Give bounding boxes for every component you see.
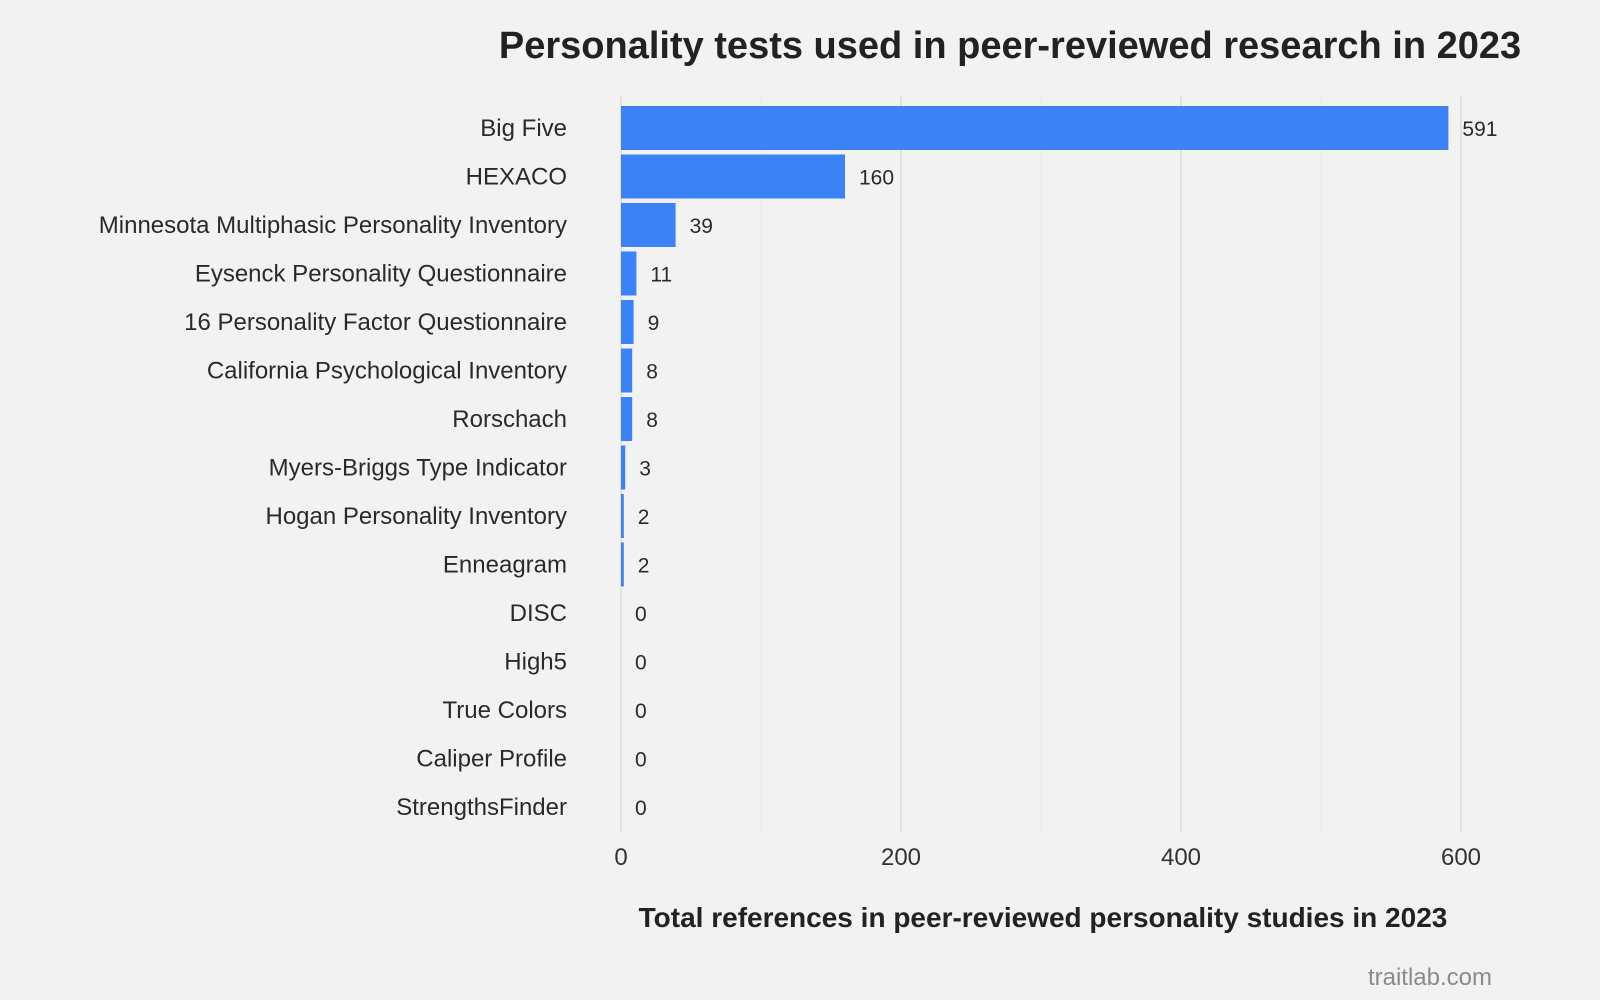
category-label: Myers-Briggs Type Indicator — [269, 455, 567, 482]
bar — [621, 494, 624, 538]
value-label: 0 — [635, 652, 647, 675]
category-label: Eysenck Personality Questionnaire — [195, 261, 567, 288]
category-label: DISC — [510, 600, 567, 627]
value-label: 11 — [650, 264, 672, 287]
bar — [621, 203, 676, 247]
bar — [621, 300, 634, 344]
value-label: 3 — [639, 458, 651, 481]
category-label: Big Five — [480, 115, 567, 142]
x-tick-label: 200 — [881, 844, 921, 871]
category-label: 16 Personality Factor Questionnaire — [184, 309, 567, 336]
category-label: Rorschach — [452, 406, 567, 433]
gridlines — [620, 97, 1462, 832]
category-label: Enneagram — [443, 552, 567, 579]
category-label: True Colors — [443, 697, 567, 724]
value-label: 0 — [635, 603, 647, 626]
x-axis-title: Total references in peer-reviewed person… — [639, 902, 1448, 933]
value-label: 8 — [646, 409, 658, 432]
category-label: Hogan Personality Inventory — [266, 503, 568, 530]
value-label: 0 — [635, 749, 647, 772]
source-label: traitlab.com — [1368, 964, 1492, 991]
category-labels: Big Five HEXACO Minnesota Multiphasic Pers… — [99, 115, 567, 821]
bar — [621, 106, 1449, 150]
category-label: Caliper Profile — [416, 746, 567, 773]
x-axis-ticks: 0 200 400 600 — [614, 844, 1481, 871]
value-label: 0 — [635, 700, 647, 723]
bar — [621, 445, 626, 490]
x-tick-label: 600 — [1441, 844, 1481, 871]
bar — [621, 397, 633, 441]
bars — [621, 106, 1449, 587]
chart-title: Personality tests used in peer-reviewed … — [499, 25, 1521, 67]
value-label: 160 — [859, 167, 894, 190]
bar — [621, 251, 637, 296]
value-label: 591 — [1462, 118, 1497, 141]
x-tick-label: 400 — [1161, 844, 1201, 871]
value-label: 2 — [638, 506, 650, 529]
category-label: StrengthsFinder — [396, 794, 567, 821]
value-label: 0 — [635, 797, 647, 820]
category-label: High5 — [504, 649, 567, 676]
bar — [621, 348, 633, 393]
value-label: 9 — [648, 312, 660, 335]
value-labels: 591 160 39 11 9 8 8 3 2 2 0 0 0 0 0 — [635, 118, 1497, 820]
category-label: HEXACO — [466, 164, 567, 191]
value-label: 39 — [690, 215, 713, 238]
category-label: Minnesota Multiphasic Personality Invent… — [99, 212, 567, 239]
bar — [621, 542, 624, 587]
value-label: 8 — [646, 361, 658, 384]
x-tick-label: 0 — [614, 844, 627, 871]
value-label: 2 — [638, 555, 650, 578]
bar — [621, 154, 845, 199]
category-label: California Psychological Inventory — [207, 358, 567, 385]
